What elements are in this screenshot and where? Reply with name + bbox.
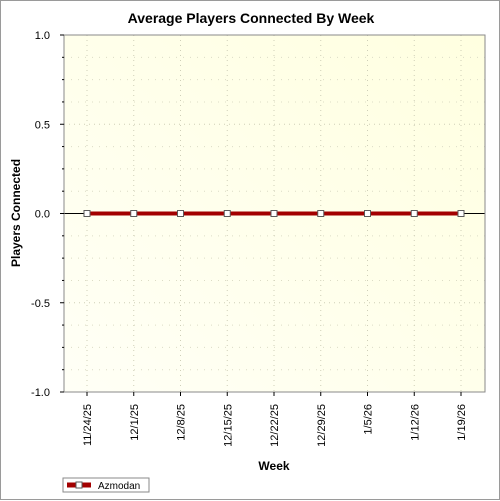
data-point — [457, 210, 465, 217]
y-axis-label: Players Connected — [9, 159, 23, 267]
y-tick-label: -0.5 — [31, 298, 50, 310]
legend-swatch-marker — [75, 481, 83, 489]
y-axis-ticks: 1.0 0.5 0.0 -0.5 -1.0 — [31, 30, 64, 399]
x-tick-label: 12/1/25 — [129, 404, 141, 441]
y-tick-label: 1.0 — [35, 30, 50, 42]
legend-box — [62, 477, 150, 493]
series-layer — [83, 210, 465, 217]
x-tick-label: 12/15/25 — [222, 404, 234, 447]
data-point — [130, 210, 138, 217]
x-axis-label: Week — [258, 459, 289, 473]
data-point — [177, 210, 184, 217]
chart-title: Average Players Connected By Week — [128, 10, 375, 26]
x-tick-label: 1/19/26 — [456, 404, 468, 441]
x-tick-label: 12/8/25 — [176, 404, 188, 441]
legend-label: Azmodan — [98, 481, 140, 492]
legend: Azmodan — [62, 477, 150, 493]
y-tick-label: 0.5 — [35, 119, 50, 131]
x-tick-label: 11/24/25 — [82, 404, 94, 446]
x-tick-label: 12/22/25 — [269, 404, 281, 447]
data-point — [223, 210, 231, 217]
x-tick-label: 1/5/26 — [363, 404, 375, 435]
data-point — [410, 210, 418, 217]
data-point — [317, 210, 325, 217]
y-tick-label: 0.0 — [35, 209, 50, 221]
x-tick-label: 12/29/25 — [316, 404, 328, 447]
y-tick-label: -1.0 — [31, 387, 50, 399]
data-point — [364, 210, 371, 217]
x-tick-label: 1/12/26 — [409, 404, 421, 441]
data-point — [83, 210, 91, 217]
x-axis-ticks: 11/24/25 12/1/25 12/8/25 12/15/25 12/22/25 12… — [82, 392, 468, 447]
data-point — [270, 210, 278, 217]
